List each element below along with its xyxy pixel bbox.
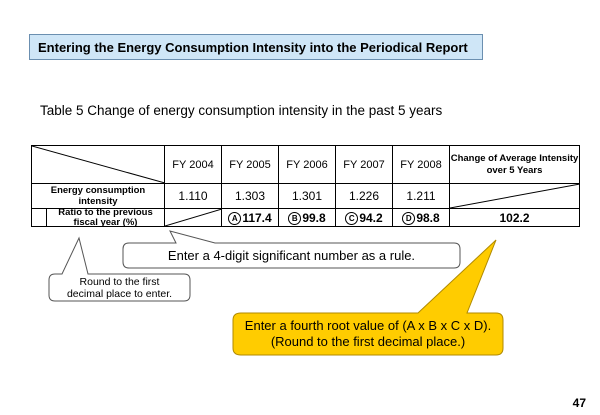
diagonal-corner-cell [31, 145, 165, 184]
ratio-2004-blank [164, 208, 222, 227]
round-callout-text: Round to the first decimal place to ente… [49, 276, 190, 300]
intensity-2006: 1.301 [278, 183, 336, 209]
header-fy2005: FY 2005 [221, 145, 279, 184]
ratio-2005: A 117.4 [221, 208, 279, 227]
header-average: Change of Average Intensity over 5 Years [449, 145, 580, 184]
fourth-root-callout-text: Enter a fourth root value of (A x B x C … [233, 318, 503, 350]
round-callout-line2: decimal place to enter. [66, 288, 173, 300]
ratio-2006-value: 99.8 [302, 210, 326, 225]
header-fy2007: FY 2007 [335, 145, 393, 184]
page-title: Entering the Energy Consumption Intensit… [29, 34, 483, 60]
ratio-2008: D 98.8 [392, 208, 450, 227]
ratio-2008-value: 98.8 [416, 210, 440, 225]
intensity-2007: 1.226 [335, 183, 393, 209]
fourth-root-line1: Enter a fourth root value of (A x B x C … [244, 318, 492, 333]
fourth-root-line2: (Round to the first decimal place.) [270, 334, 466, 349]
intensity-average-blank [449, 183, 580, 209]
ratio-2007-value: 94.2 [359, 210, 383, 225]
mark-a: A [228, 211, 242, 225]
mark-d: D [402, 211, 416, 225]
round-callout-line1: Round to the first [79, 276, 160, 288]
ratio-average: 102.2 [449, 208, 580, 227]
mark-b: B [288, 211, 302, 225]
header-fy2006: FY 2006 [278, 145, 336, 184]
ratio-2005-value: 117.4 [242, 210, 272, 225]
intensity-row: Energy consumption intensity 1.110 1.303… [31, 183, 580, 209]
diagonal-line [450, 184, 580, 208]
table-caption: Table 5 Change of energy consumption int… [40, 103, 443, 118]
fourth-root-callout-shape [232, 239, 504, 356]
diagonal-line [165, 209, 222, 226]
table-header-row: FY 2004 FY 2005 FY 2006 FY 2007 FY 2008 … [31, 145, 580, 184]
intensity-2004: 1.110 [164, 183, 222, 209]
page-number: 47 [572, 396, 586, 410]
ratio-label: Ratio to the previous fiscal year (%) [46, 207, 164, 227]
significant-callout-shape [122, 230, 461, 269]
significant-callout-text: Enter a 4-digit significant number as a … [167, 248, 416, 263]
intensity-label: Energy consumption intensity [31, 183, 165, 209]
round-callout-shape [48, 236, 191, 302]
diagonal-line [32, 146, 165, 183]
intensity-table: FY 2004 FY 2005 FY 2006 FY 2007 FY 2008 … [31, 145, 580, 227]
mark-c: C [345, 211, 359, 225]
